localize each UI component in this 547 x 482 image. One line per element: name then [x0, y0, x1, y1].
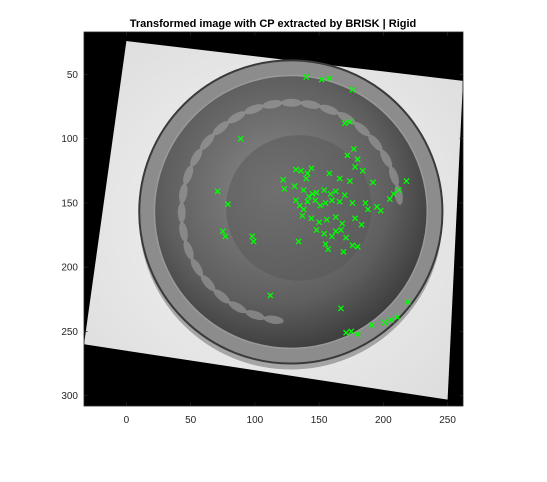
chart-title: Transformed image with CP extracted by B… [130, 18, 417, 30]
y-tick-label: 250 [61, 327, 78, 338]
x-tick-label: 50 [185, 415, 197, 426]
y-tick-label: 200 [61, 263, 78, 274]
x-tick-label: 100 [247, 415, 264, 426]
y-tick-label: 50 [67, 70, 79, 81]
axes [84, 32, 463, 406]
y-tick-label: 100 [61, 134, 78, 145]
x-tick-label: 200 [375, 415, 392, 426]
y-tick-label: 150 [61, 198, 78, 209]
x-tick-label: 250 [439, 415, 456, 426]
x-tick-label: 150 [311, 415, 328, 426]
coin [139, 60, 442, 369]
y-tick-label: 300 [61, 391, 78, 402]
x-tick-label: 0 [124, 415, 130, 426]
